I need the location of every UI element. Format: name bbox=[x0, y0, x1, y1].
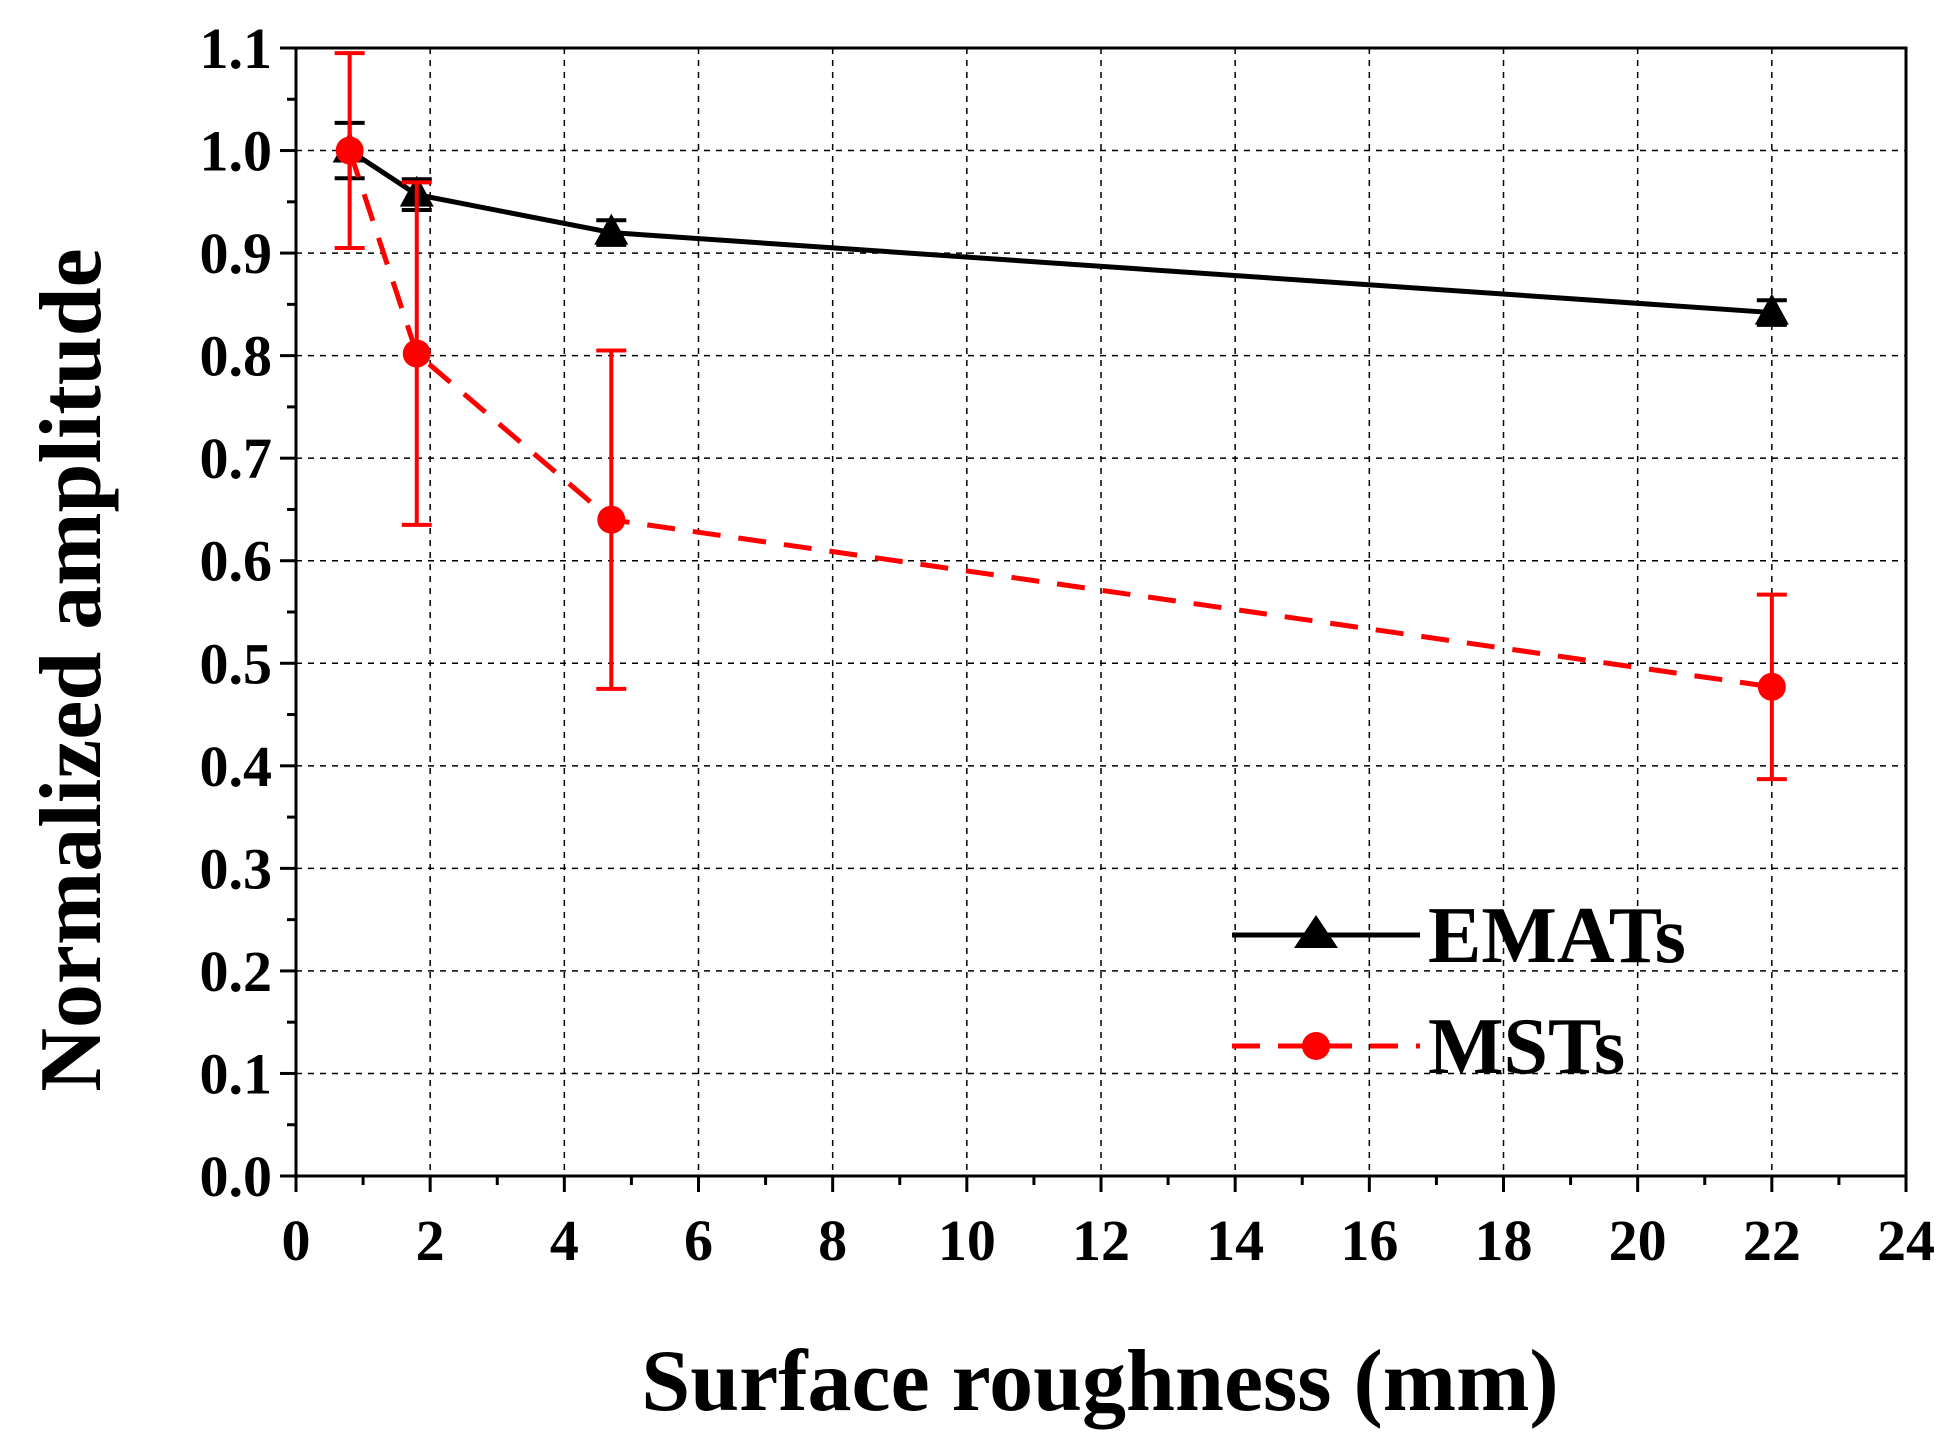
y-tick-label: 0.8 bbox=[200, 324, 273, 389]
x-tick-label: 4 bbox=[550, 1208, 579, 1273]
x-tick-label: 20 bbox=[1609, 1208, 1667, 1273]
x-tick-label: 14 bbox=[1206, 1208, 1264, 1273]
y-tick-label: 0.9 bbox=[200, 221, 273, 286]
series-line-msts bbox=[347, 149, 1773, 690]
y-axis-title: Normalized amplitude bbox=[23, 248, 120, 1091]
data-point-emats bbox=[1754, 293, 1789, 325]
x-tick-label: 10 bbox=[938, 1208, 996, 1273]
legend-marker-msts bbox=[1302, 1032, 1330, 1060]
y-tick-label: 1.1 bbox=[200, 16, 273, 81]
y-tick-label: 0.5 bbox=[200, 631, 273, 696]
grid-lines bbox=[296, 48, 1906, 1176]
y-tick-label: 0.7 bbox=[200, 426, 273, 491]
x-tick-label: 24 bbox=[1877, 1208, 1935, 1273]
y-tick-label: 0.6 bbox=[200, 529, 273, 594]
data-series bbox=[332, 51, 1789, 782]
legend: EMATs MSTs bbox=[1232, 892, 1686, 1091]
x-tick-label: 16 bbox=[1340, 1208, 1398, 1273]
legend-marker-emats bbox=[1294, 915, 1338, 948]
y-tick-label: 0.4 bbox=[200, 734, 273, 799]
data-point-emats bbox=[594, 213, 629, 245]
y-tick-label: 0.2 bbox=[200, 939, 273, 1004]
x-tick-label: 22 bbox=[1743, 1208, 1801, 1273]
x-tick-label: 8 bbox=[818, 1208, 847, 1273]
axes: 0 2 4 6 8 10 12 14 16 18 20 22 240.00.10.20.30.40.50… bbox=[200, 16, 1936, 1273]
x-tick-label: 0 bbox=[282, 1208, 311, 1273]
y-tick-label: 1.0 bbox=[200, 119, 273, 184]
x-tick-label: 12 bbox=[1072, 1208, 1130, 1273]
data-point-msts bbox=[1757, 672, 1786, 701]
legend-label-msts: MSTs bbox=[1428, 1003, 1625, 1091]
y-tick-label: 0.1 bbox=[200, 1041, 273, 1106]
x-tick-label: 18 bbox=[1475, 1208, 1533, 1273]
x-tick-label: 2 bbox=[416, 1208, 445, 1273]
data-point-msts bbox=[402, 339, 431, 368]
x-axis-title: Surface roughness (mm) bbox=[641, 1333, 1558, 1430]
data-point-msts bbox=[597, 505, 626, 534]
data-point-msts bbox=[335, 136, 364, 165]
legend-label-emats: EMATs bbox=[1428, 892, 1686, 980]
x-tick-label: 6 bbox=[684, 1208, 713, 1273]
series-line-emats bbox=[348, 148, 1773, 316]
y-tick-label: 0.0 bbox=[200, 1144, 273, 1209]
y-tick-label: 0.3 bbox=[200, 836, 273, 901]
